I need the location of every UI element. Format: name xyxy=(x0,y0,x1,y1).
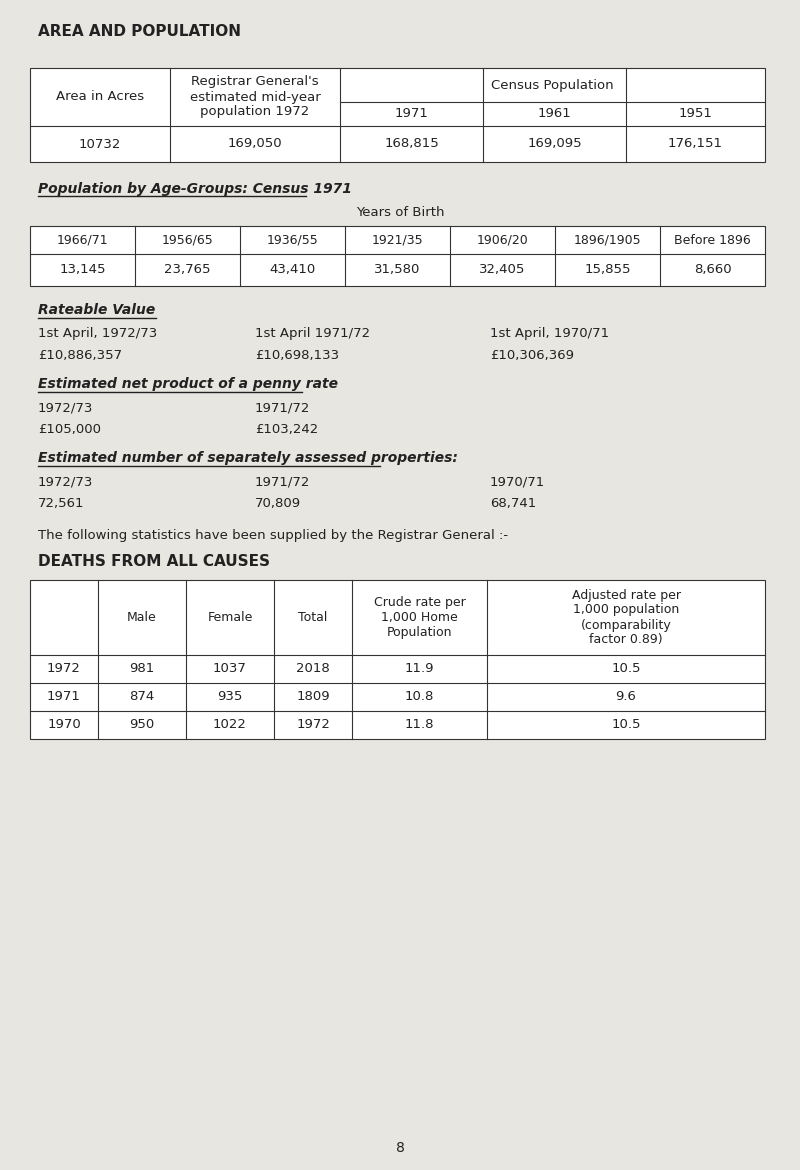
Text: £10,886,357: £10,886,357 xyxy=(38,350,122,363)
Text: 1971/72: 1971/72 xyxy=(255,475,310,489)
Text: 1956/65: 1956/65 xyxy=(162,234,214,247)
Text: Female: Female xyxy=(207,611,253,624)
Text: 1809: 1809 xyxy=(296,690,330,703)
Text: 32,405: 32,405 xyxy=(479,263,526,276)
Text: Registrar General's
estimated mid-year
population 1972: Registrar General's estimated mid-year p… xyxy=(190,76,320,118)
Text: 11.8: 11.8 xyxy=(405,718,434,731)
Text: 70,809: 70,809 xyxy=(255,497,301,510)
Text: 68,741: 68,741 xyxy=(490,497,536,510)
Text: 176,151: 176,151 xyxy=(668,138,723,151)
Text: 2018: 2018 xyxy=(296,662,330,675)
Text: 31,580: 31,580 xyxy=(374,263,421,276)
Text: 10.5: 10.5 xyxy=(611,718,641,731)
Text: Estimated net product of a penny rate: Estimated net product of a penny rate xyxy=(38,377,338,391)
Text: 10.8: 10.8 xyxy=(405,690,434,703)
Text: AREA AND POPULATION: AREA AND POPULATION xyxy=(38,25,241,40)
Text: 8,660: 8,660 xyxy=(694,263,731,276)
Text: 1971: 1971 xyxy=(47,690,81,703)
Text: Rateable Value: Rateable Value xyxy=(38,303,155,317)
Text: 1970/71: 1970/71 xyxy=(490,475,546,489)
Text: 1022: 1022 xyxy=(213,718,247,731)
Text: Male: Male xyxy=(127,611,157,624)
Text: 1st April 1971/72: 1st April 1971/72 xyxy=(255,328,370,340)
Text: 1921/35: 1921/35 xyxy=(372,234,423,247)
Text: 1972: 1972 xyxy=(296,718,330,731)
Text: 168,815: 168,815 xyxy=(384,138,439,151)
Text: 1972: 1972 xyxy=(47,662,81,675)
Text: 1961: 1961 xyxy=(538,108,571,121)
Text: Years of Birth: Years of Birth xyxy=(356,206,444,219)
Text: DEATHS FROM ALL CAUSES: DEATHS FROM ALL CAUSES xyxy=(38,555,270,570)
Text: £105,000: £105,000 xyxy=(38,424,101,436)
Bar xyxy=(30,226,765,285)
Text: 72,561: 72,561 xyxy=(38,497,85,510)
Text: 1970: 1970 xyxy=(47,718,81,731)
Text: 43,410: 43,410 xyxy=(270,263,316,276)
Text: 1972/73: 1972/73 xyxy=(38,401,94,414)
Text: Total: Total xyxy=(298,611,328,624)
Text: 874: 874 xyxy=(130,690,154,703)
Text: 1st April, 1970/71: 1st April, 1970/71 xyxy=(490,328,609,340)
Text: Census Population: Census Population xyxy=(491,78,614,92)
Text: 10.5: 10.5 xyxy=(611,662,641,675)
Bar xyxy=(30,68,765,161)
Text: 8: 8 xyxy=(395,1141,405,1155)
Text: £10,698,133: £10,698,133 xyxy=(255,350,339,363)
Text: 11.9: 11.9 xyxy=(405,662,434,675)
Text: 1971: 1971 xyxy=(394,108,429,121)
Text: 1971/72: 1971/72 xyxy=(255,401,310,414)
Text: 1st April, 1972/73: 1st April, 1972/73 xyxy=(38,328,158,340)
Text: 1896/1905: 1896/1905 xyxy=(574,234,642,247)
Text: Area in Acres: Area in Acres xyxy=(56,90,144,103)
Text: 9.6: 9.6 xyxy=(615,690,637,703)
Text: 169,095: 169,095 xyxy=(527,138,582,151)
Text: 169,050: 169,050 xyxy=(228,138,282,151)
Text: 981: 981 xyxy=(130,662,154,675)
Text: The following statistics have been supplied by the Registrar General :-: The following statistics have been suppl… xyxy=(38,530,508,543)
Text: 1037: 1037 xyxy=(213,662,247,675)
Text: Crude rate per
1,000 Home
Population: Crude rate per 1,000 Home Population xyxy=(374,596,466,639)
Text: £10,306,369: £10,306,369 xyxy=(490,350,574,363)
Text: 13,145: 13,145 xyxy=(59,263,106,276)
Text: 1936/55: 1936/55 xyxy=(266,234,318,247)
Text: 950: 950 xyxy=(130,718,154,731)
Bar xyxy=(30,580,765,739)
Text: 935: 935 xyxy=(218,690,242,703)
Text: 10732: 10732 xyxy=(79,138,121,151)
Text: 1906/20: 1906/20 xyxy=(477,234,528,247)
Text: Adjusted rate per
1,000 population
(comparability
factor 0.89): Adjusted rate per 1,000 population (comp… xyxy=(571,589,681,647)
Text: £103,242: £103,242 xyxy=(255,424,318,436)
Text: Population by Age-Groups: Census 1971: Population by Age-Groups: Census 1971 xyxy=(38,183,352,197)
Text: 1966/71: 1966/71 xyxy=(57,234,108,247)
Text: Estimated number of separately assessed properties:: Estimated number of separately assessed … xyxy=(38,450,458,464)
Text: 23,765: 23,765 xyxy=(164,263,210,276)
Text: 1972/73: 1972/73 xyxy=(38,475,94,489)
Text: Before 1896: Before 1896 xyxy=(674,234,751,247)
Text: 15,855: 15,855 xyxy=(584,263,630,276)
Text: 1951: 1951 xyxy=(678,108,713,121)
